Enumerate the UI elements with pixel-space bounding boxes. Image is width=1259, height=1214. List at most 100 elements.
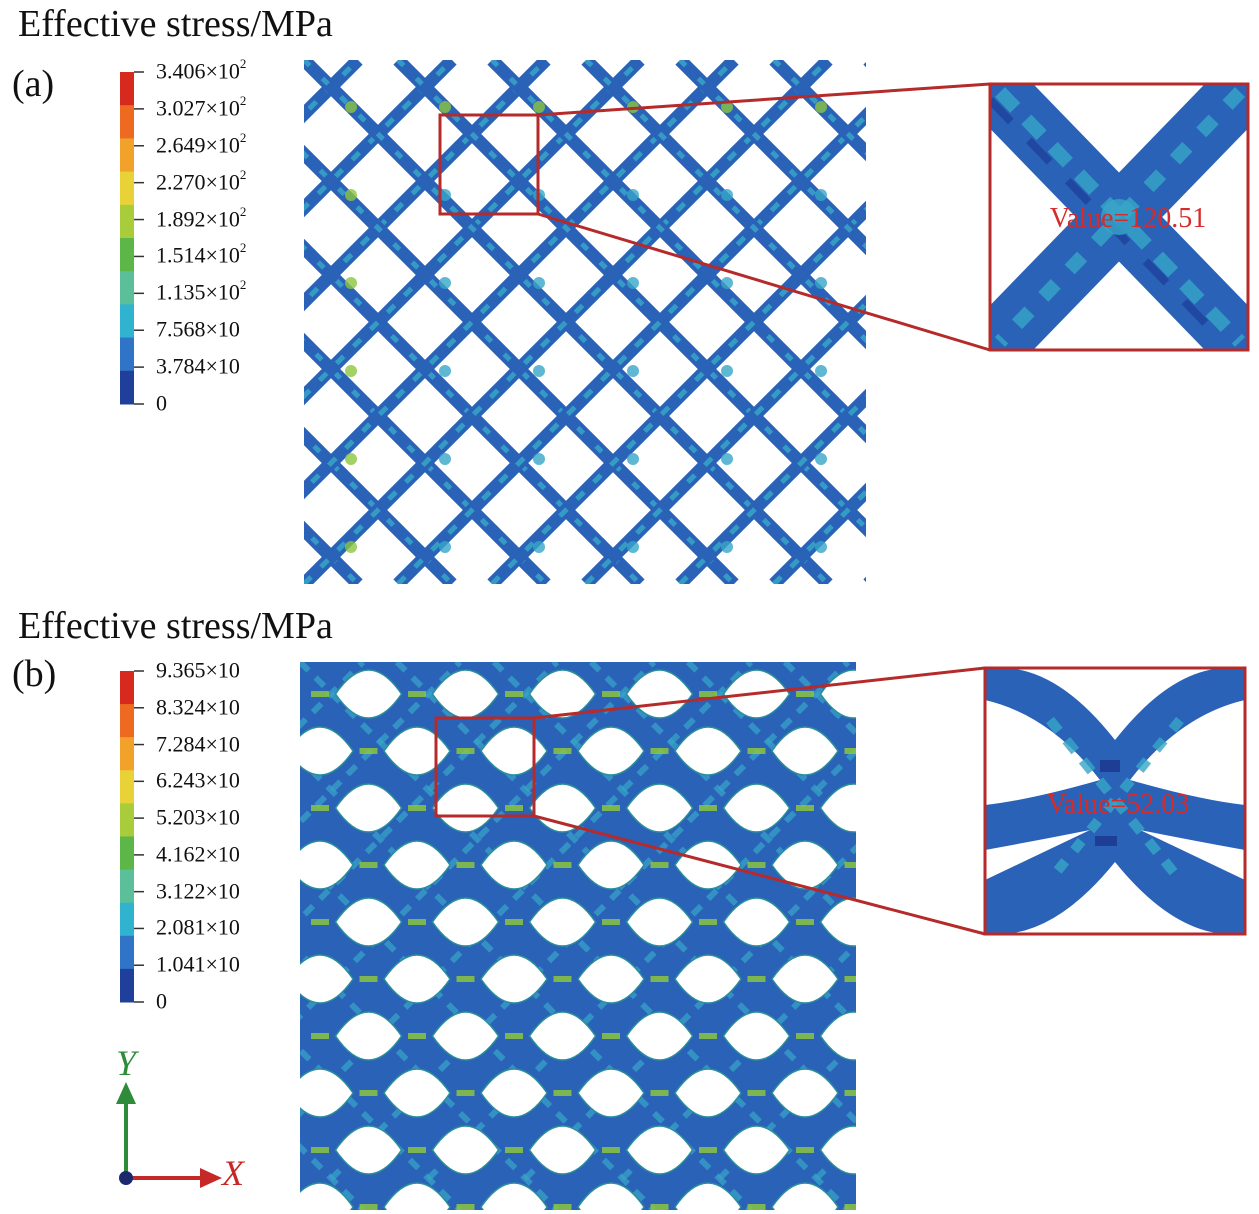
lattice-hole	[528, 1011, 597, 1061]
lattice-hole	[480, 840, 548, 890]
lattice-hole	[300, 840, 354, 890]
lattice-joint	[893, 691, 911, 697]
lattice-hole	[625, 1011, 694, 1061]
lattice-joint	[408, 1033, 426, 1039]
lattice-hole	[334, 669, 403, 719]
lattice-node	[909, 629, 921, 641]
lattice-hole	[771, 726, 839, 776]
legend-label: 8.324×10	[156, 694, 240, 720]
lattice-hole	[300, 726, 354, 776]
lattice-node	[627, 365, 639, 377]
lattice-band	[0, 662, 72, 1210]
lattice-node	[439, 101, 451, 113]
legend-label: 7.284×10	[156, 731, 240, 757]
lattice-joint	[990, 1147, 1008, 1153]
lattice-joint	[942, 748, 960, 754]
lattice-hole	[383, 840, 451, 890]
lattice-joint	[1039, 1090, 1057, 1096]
lattice-hole	[771, 954, 839, 1004]
legend-mantissa: 2.649×10	[156, 132, 240, 158]
origin-dot	[119, 1171, 133, 1185]
lattice-hole	[869, 1069, 935, 1117]
lattice-strut-highlight	[0, 60, 76, 584]
lattice-joint	[505, 805, 523, 811]
legend-label: 1.892×102	[156, 204, 246, 232]
lattice-hole	[577, 726, 645, 776]
lattice-node	[815, 189, 827, 201]
axis-triad	[116, 1082, 222, 1188]
legend-exponent: 2	[239, 240, 247, 256]
colorbar-segment	[120, 935, 134, 970]
lattice-node	[721, 277, 733, 289]
lattice-hole	[300, 954, 354, 1004]
lattice-joint	[796, 1033, 814, 1039]
colorbar-segment	[120, 72, 134, 106]
lattice-strut	[304, 60, 645, 406]
lattice-joint	[747, 1204, 766, 1210]
colorbar-segment	[120, 671, 134, 705]
lattice-joint	[505, 1147, 523, 1153]
legend-label: 1.514×102	[156, 240, 247, 268]
legend-mantissa: 2.270×10	[156, 168, 240, 194]
lattice-hole	[431, 1011, 500, 1061]
lattice-strut	[0, 60, 170, 584]
legend-label: 1.041×10	[156, 951, 240, 977]
zoom-line-a-bottom	[537, 212, 991, 352]
legend-mantissa: 3.027×10	[156, 95, 240, 121]
lattice-strut	[304, 60, 457, 218]
lattice-hole	[528, 669, 597, 719]
legend-mantissa: 3.406×10	[156, 58, 240, 84]
lattice-hole	[431, 897, 500, 947]
lattice-band	[300, 662, 851, 1210]
zoom-source-box-a	[438, 113, 540, 216]
lattice-joint	[844, 748, 856, 754]
lattice-joint	[311, 1033, 329, 1039]
lattice-node	[627, 453, 639, 465]
lattice-joint	[796, 1147, 814, 1153]
lattice-node	[533, 453, 545, 465]
lattice-band	[394, 662, 856, 1126]
lattice-node	[721, 453, 733, 465]
lattice-band	[300, 851, 657, 1210]
lattice-node	[533, 277, 545, 289]
x-axis-arrowhead	[200, 1168, 222, 1188]
lattice-joint	[650, 862, 669, 868]
lattice-hole	[334, 1011, 403, 1061]
legend-exponent: 2	[239, 129, 247, 145]
lattice-hole	[625, 897, 694, 947]
lattice-band	[0, 662, 72, 1210]
legend-mantissa: 0	[156, 988, 167, 1014]
lattice-node	[909, 365, 921, 377]
lattice-node	[815, 453, 827, 465]
legend-exponent: 2	[239, 56, 247, 71]
lattice-node	[533, 629, 545, 641]
legend-label: 3.122×10	[156, 878, 240, 904]
legend-mantissa: 7.284×10	[156, 730, 240, 756]
zoom-box-b	[983, 666, 1247, 936]
lattice-node	[909, 453, 921, 465]
lattice-strut	[304, 426, 457, 584]
zoom-box-a	[988, 82, 1250, 352]
colorbar-segment	[120, 105, 134, 139]
lattice-hole	[480, 954, 548, 1004]
colorbar-segment	[120, 304, 134, 339]
legend-label: 5.203×10	[156, 804, 240, 830]
legend-label: 6.243×10	[156, 767, 240, 793]
legend-label: 0	[156, 988, 167, 1014]
lattice-strut	[304, 60, 739, 500]
lattice-node	[815, 101, 827, 113]
lattice-joint	[311, 919, 329, 925]
lattice-node	[909, 541, 921, 553]
legend-exponent: 2	[239, 277, 247, 293]
lattice-hole	[577, 1068, 645, 1118]
title-a: Effective stress/MPa	[18, 3, 333, 45]
lattice-strut-highlight	[0, 60, 76, 584]
lattice-hole	[771, 840, 839, 890]
zoom-b: Value=52.03	[434, 666, 1247, 936]
colorbar-segment	[120, 902, 134, 937]
legend-mantissa: 1.514×10	[156, 242, 240, 268]
lattice-hole	[431, 669, 500, 719]
lattice-strut-highlight	[304, 60, 830, 584]
zoom-value-b: Value=52.03	[1047, 789, 1190, 820]
